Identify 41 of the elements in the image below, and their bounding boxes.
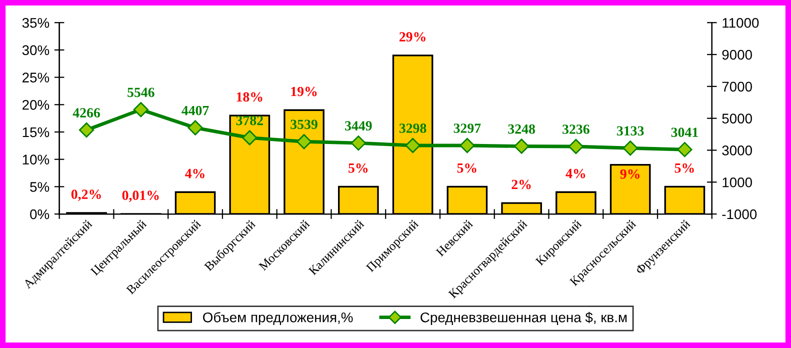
data-label: 4% xyxy=(566,168,586,178)
y-tick-label: 5% xyxy=(30,182,50,192)
y2-tick-label: 5000 xyxy=(722,114,752,124)
data-label: 0,01% xyxy=(122,190,159,202)
data-label: 4407 xyxy=(182,106,209,116)
y2-tick-label: 9000 xyxy=(722,50,752,60)
data-label: 5546 xyxy=(128,88,154,98)
legend-label: Средневзвешенная цена $, кв.м xyxy=(420,312,627,326)
y2-tick-label: 7000 xyxy=(722,82,752,92)
data-label: 3133 xyxy=(616,126,644,136)
data-label: 18% xyxy=(236,92,262,102)
y-tick-label: 0% xyxy=(30,209,50,220)
legend-label: Объем предложения,% xyxy=(203,312,353,326)
y-tick-label: 30% xyxy=(22,45,50,56)
y-tick-label: 20% xyxy=(22,100,50,110)
y2-tick-label: 3000 xyxy=(722,146,752,156)
data-label: 5% xyxy=(348,163,368,173)
data-label: 3248 xyxy=(508,124,535,134)
y-tick-label: 10% xyxy=(22,154,50,165)
data-label: 3236 xyxy=(562,124,590,134)
data-label: 3298 xyxy=(399,124,426,133)
data-label: 5% xyxy=(674,163,694,173)
data-label: 4266 xyxy=(72,108,100,118)
y2-tick-label: -1000 xyxy=(722,209,757,220)
data-label: 5% xyxy=(457,163,476,173)
data-label: 3297 xyxy=(454,124,481,133)
data-label: 19% xyxy=(291,86,317,96)
y2-tick-label: 11000 xyxy=(722,18,759,28)
y-tick-label: 15% xyxy=(22,127,50,138)
y2-tick-label: 1000 xyxy=(722,177,752,188)
data-label: 3449 xyxy=(345,121,372,131)
data-label: 0,2% xyxy=(71,190,101,202)
data-label: 9% xyxy=(620,169,640,179)
data-label: 3782 xyxy=(236,116,263,126)
data-label: 4% xyxy=(185,168,204,178)
y-tick-label: 35% xyxy=(22,18,50,28)
data-label: 3539 xyxy=(290,120,318,130)
y-tick-label: 25% xyxy=(22,72,50,82)
data-label: 2% xyxy=(512,180,531,190)
data-label: 29% xyxy=(400,32,426,42)
data-label: 3041 xyxy=(671,128,698,138)
